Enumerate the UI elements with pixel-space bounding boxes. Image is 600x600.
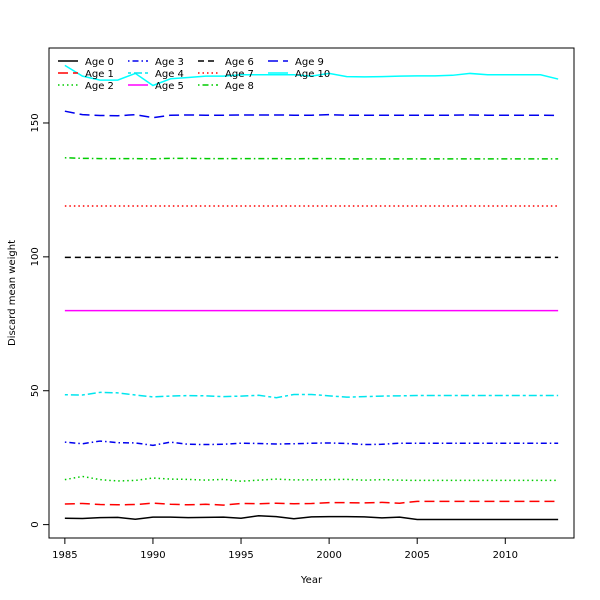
plot-area [48,47,575,539]
x-tick-label: 2005 [404,550,429,561]
legend-label: Age 5 [155,81,184,92]
x-tick-label: 1995 [228,550,253,561]
legend-label: Age 6 [225,57,254,68]
x-tick-label: 1985 [52,550,77,561]
x-axis-title: Year [300,575,323,586]
series-line-age-10 [64,64,559,87]
legend-label: Age 1 [85,69,114,80]
y-tick-label: 100 [30,247,41,266]
y-tick-label: 150 [30,113,41,132]
y-tick-label: 0 [30,521,41,527]
y-tick-label: 50 [30,384,41,397]
series-line-age-2 [64,475,559,482]
legend-label: Age 2 [85,81,114,92]
legend-label: Age 0 [85,57,114,68]
legend-label: Age 10 [295,69,330,80]
legend-label: Age 8 [225,81,254,92]
series-layer [64,64,559,521]
series-line-age-3 [64,440,559,447]
series-line-age-0 [64,515,559,521]
legend-label: Age 7 [225,69,254,80]
plot-frame [48,47,575,539]
x-tick-label: 1990 [140,550,165,561]
y-axis-title: Discard mean weight [7,240,18,346]
x-tick-label: 2010 [493,550,518,561]
y-axis: 0 50 100 150 [30,113,50,528]
series-line-age-9 [64,110,559,119]
series-line-age-1 [64,500,559,506]
series-line-age-8 [64,157,559,160]
series-line-age-4 [64,391,559,399]
legend-label: Age 9 [295,57,324,68]
legend-label: Age 3 [155,57,184,68]
x-tick-label: 2000 [316,550,341,561]
legend-label: Age 4 [155,69,184,80]
x-axis: 1985 1990 1995 2000 2005 2010 [52,537,518,561]
